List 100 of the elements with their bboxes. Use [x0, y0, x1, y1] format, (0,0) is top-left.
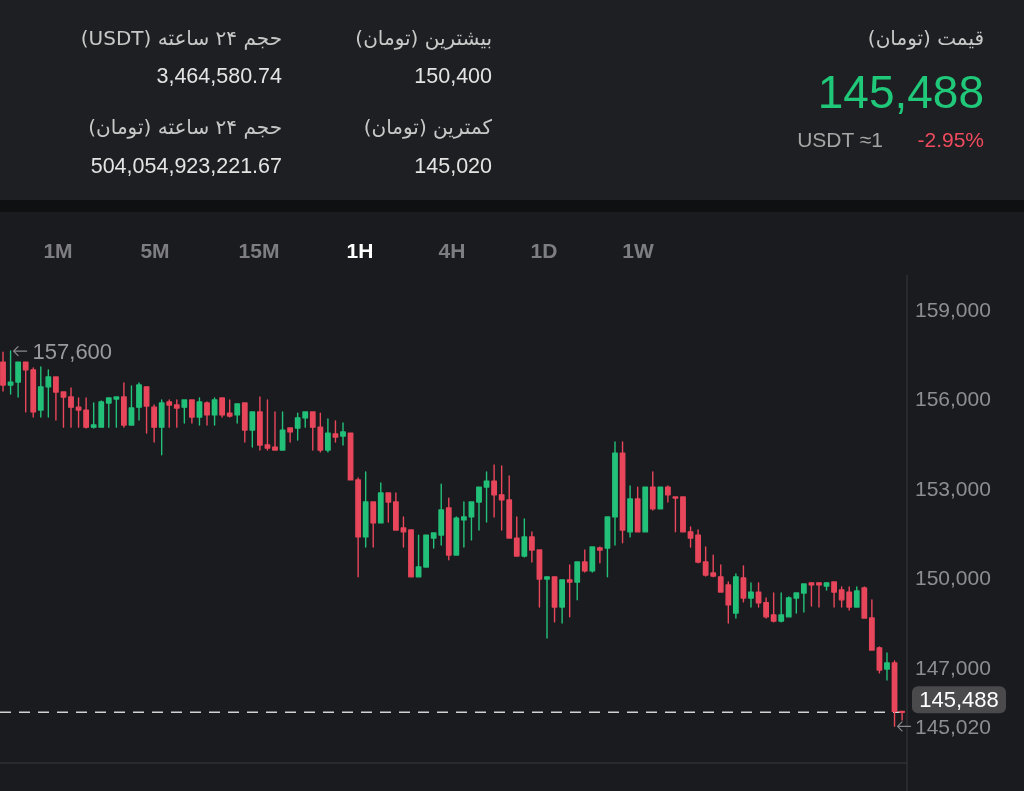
candlestick: [377, 482, 384, 524]
candlestick: [657, 486, 664, 510]
candlestick: [272, 411, 278, 451]
candlestick: [340, 422, 346, 446]
candlestick: [748, 582, 754, 608]
candlestick: [785, 596, 792, 618]
text: قیمت (تومان): [867, 25, 984, 51]
candlestick: [158, 399, 165, 456]
text: 5M: [140, 237, 170, 264]
candlestick: [861, 586, 868, 619]
candlestick: [362, 471, 369, 548]
candlestick: [664, 485, 671, 503]
candlestick: [778, 592, 785, 623]
text: 1D: [530, 237, 558, 264]
candlestick: [680, 496, 686, 533]
candlestick: [189, 399, 195, 424]
candlestick: [204, 401, 210, 426]
candlestick: [68, 387, 74, 428]
text: -2.95%: [917, 126, 984, 153]
candlestick: [899, 710, 905, 721]
candlestick: [627, 485, 633, 538]
candlestick: [234, 403, 241, 424]
candlestick: [385, 492, 392, 523]
y-tick-label: 147,000: [915, 655, 991, 679]
y-tick-label: 159,000: [915, 297, 991, 321]
candlestick: [151, 404, 158, 443]
candlestick: [53, 376, 59, 421]
candlestick: [544, 576, 550, 639]
candlestick: [287, 427, 294, 443]
text: کمترین (تومان): [363, 114, 492, 140]
candlestick: [15, 361, 22, 398]
candlestick: [355, 477, 362, 578]
text: 504,054,923,221.67: [90, 153, 282, 180]
candlestick: [581, 549, 588, 573]
candlestick: [642, 486, 649, 533]
candlestick: [513, 516, 520, 557]
candlestick: [559, 579, 566, 624]
text: 15M: [238, 237, 280, 264]
candlestick: [596, 546, 603, 564]
text: 145,488: [817, 65, 984, 120]
text: حجم ۲۴ ساعته (USDT): [80, 25, 282, 51]
candlestick: [0, 351, 6, 392]
candlestick: [392, 492, 399, 531]
candlestick: [574, 561, 581, 601]
candlestick: [853, 586, 860, 608]
y-tick-label: 153,000: [915, 476, 991, 500]
candlestick: [476, 486, 482, 531]
annotation: 157,600: [32, 338, 113, 364]
candlestick: [800, 583, 807, 613]
text: 145,020: [414, 153, 492, 180]
candlestick: [649, 471, 656, 511]
y-tick-label: 150,000: [915, 566, 991, 590]
candlestick: [226, 399, 233, 418]
candlestick: [460, 501, 467, 548]
candlestick: [763, 597, 769, 619]
candlestick: [612, 441, 618, 546]
candlestick: [453, 516, 460, 556]
candlestick: [219, 397, 226, 418]
text: 1H: [346, 237, 374, 264]
candlestick: [257, 396, 263, 451]
candlestick: [491, 464, 498, 518]
candlestick: [294, 412, 301, 441]
text: بیشترین (تومان): [355, 25, 492, 51]
text: USDT ≈1: [797, 126, 883, 153]
text: 1W: [622, 237, 654, 264]
ref-line-label: 145,488: [919, 687, 999, 713]
candlestick: [884, 652, 890, 681]
candlestick: [868, 599, 875, 651]
candlestick: [634, 486, 641, 533]
candlestick: [823, 582, 830, 591]
text: 1M: [43, 237, 73, 264]
candlestick: [521, 518, 528, 558]
candlestick: [249, 411, 256, 448]
candlestick: [589, 546, 596, 573]
candlestick: [445, 497, 452, 561]
candlestick: [83, 397, 90, 429]
candlestick: [695, 529, 701, 564]
candlestick: [423, 534, 430, 568]
candlestick: [241, 402, 248, 443]
candlestick: [121, 382, 127, 428]
candlestick: [370, 501, 377, 548]
candlestick: [755, 582, 762, 608]
candlestick: [302, 411, 309, 428]
text: حجم ۲۴ ساعته (تومان): [88, 114, 282, 140]
candlestick: [408, 529, 414, 578]
text: 150,400: [414, 63, 492, 90]
candlestick: [793, 592, 800, 614]
candlestick: [831, 581, 837, 608]
text: 4H: [438, 237, 466, 264]
candlestick: [166, 399, 173, 428]
candlestick: [770, 592, 777, 623]
candlestick: [181, 399, 188, 424]
y-tick-label: 156,000: [915, 387, 991, 411]
candlestick: [816, 582, 822, 608]
candlestick: [732, 573, 739, 619]
candlestick: [136, 382, 142, 421]
text: 3,464,580.74: [156, 63, 282, 90]
candlestick: [325, 418, 331, 453]
y-tick-label: 145,020: [915, 714, 991, 738]
candlestick: [173, 399, 180, 428]
